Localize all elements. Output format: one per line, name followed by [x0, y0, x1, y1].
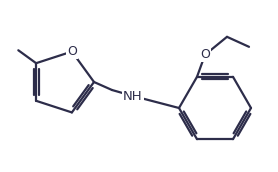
Text: NH: NH	[123, 89, 143, 103]
Text: O: O	[67, 45, 77, 58]
Text: O: O	[200, 48, 210, 61]
